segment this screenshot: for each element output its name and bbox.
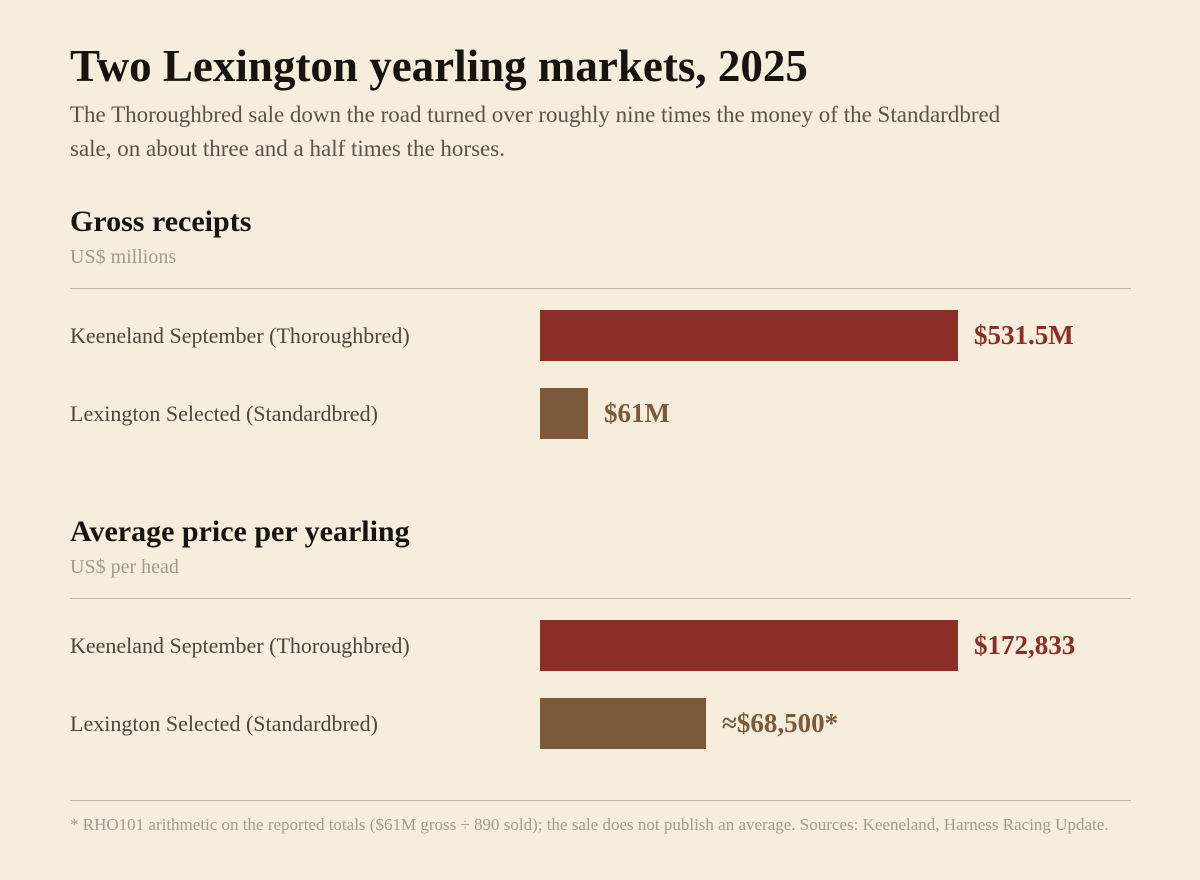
chart-header: Two Lexington yearling markets, 2025 The… — [70, 38, 1131, 166]
category-label: Keeneland September (Thoroughbred) — [70, 633, 410, 658]
chart-subtitle: The Thoroughbred sale down the road turn… — [70, 102, 1001, 161]
gross-receipts-panel: Gross receipts US$ millions Keeneland Se… — [70, 204, 1131, 439]
category-label: Lexington Selected (Standardbred) — [70, 711, 378, 736]
bar-thoroughbred — [540, 620, 958, 671]
panel-title: Average price per yearling — [70, 515, 410, 548]
bar-row: Lexington Selected (Standardbred) $61M — [70, 388, 1131, 439]
value-label: $531.5M — [974, 320, 1074, 350]
panel-unit-label: US$ millions — [70, 246, 177, 268]
chart-title: Two Lexington yearling markets, 2025 — [70, 41, 808, 91]
category-label: Lexington Selected (Standardbred) — [70, 401, 378, 426]
value-label: ≈$68,500* — [722, 708, 839, 738]
category-label: Keeneland September (Thoroughbred) — [70, 323, 410, 348]
footnote: * RHO101 arithmetic on the reported tota… — [70, 815, 1109, 834]
bar-row: Keeneland September (Thoroughbred) $172,… — [70, 620, 1131, 671]
bar-thoroughbred — [540, 310, 958, 361]
bar-row: Keeneland September (Thoroughbred) $531.… — [70, 310, 1131, 361]
bar-standardbred — [540, 388, 588, 439]
panel-divider — [70, 598, 1131, 599]
bar-standardbred — [540, 698, 706, 749]
bar-row: Lexington Selected (Standardbred) ≈$68,5… — [70, 698, 1131, 749]
panel-unit-label: US$ per head — [70, 556, 179, 578]
footnote-divider — [70, 800, 1131, 801]
panel-divider — [70, 288, 1131, 289]
panel-title: Gross receipts — [70, 205, 252, 238]
average-price-panel: Average price per yearling US$ per head … — [70, 514, 1131, 749]
value-label: $172,833 — [974, 630, 1076, 660]
value-label: $61M — [604, 398, 670, 428]
